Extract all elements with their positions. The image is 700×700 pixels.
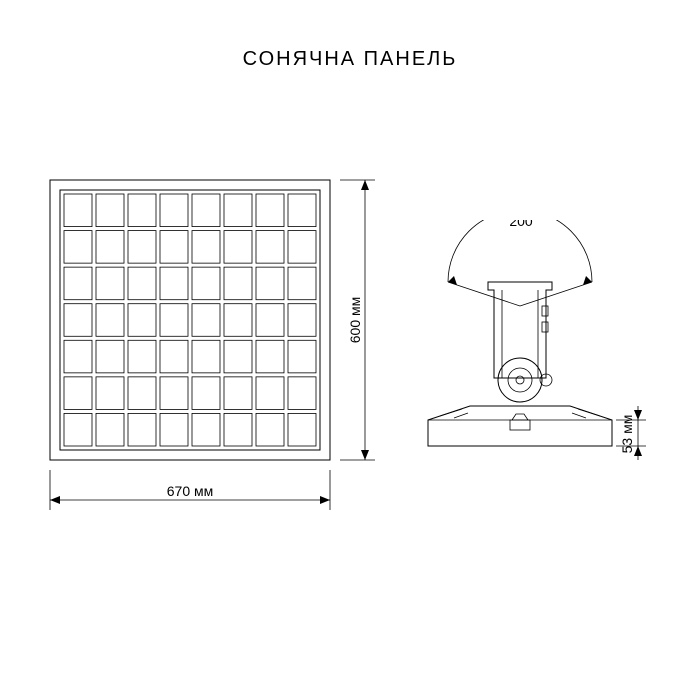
dimension-width: 670 мм — [50, 470, 330, 510]
solar-cell — [256, 377, 284, 410]
solar-cell — [128, 267, 156, 300]
solar-cell — [192, 231, 220, 264]
solar-cell — [224, 377, 252, 410]
solar-cell — [192, 377, 220, 410]
solar-cell — [224, 304, 252, 337]
dimension-height: 600 мм — [340, 180, 375, 460]
solar-cell — [160, 377, 188, 410]
solar-cell — [256, 231, 284, 264]
solar-cell — [256, 194, 284, 227]
solar-cell — [160, 304, 188, 337]
solar-cell — [64, 340, 92, 373]
dimension-height-label: 600 мм — [347, 297, 363, 344]
solar-cell — [288, 413, 316, 446]
solar-cell — [224, 194, 252, 227]
base-plate — [428, 406, 612, 446]
solar-cell — [288, 194, 316, 227]
solar-cell — [160, 413, 188, 446]
solar-cell — [192, 194, 220, 227]
dimension-width-label: 670 мм — [167, 483, 214, 499]
solar-cell — [96, 231, 124, 264]
solar-cell — [256, 340, 284, 373]
solar-cell — [256, 267, 284, 300]
bracket-body — [488, 282, 552, 402]
solar-cell — [64, 194, 92, 227]
solar-cell — [128, 194, 156, 227]
solar-cell — [96, 413, 124, 446]
solar-cell — [288, 377, 316, 410]
solar-cell — [64, 413, 92, 446]
solar-cell — [224, 413, 252, 446]
solar-cell — [288, 267, 316, 300]
dimension-base-label: 53 мм — [619, 415, 635, 454]
solar-cell — [192, 304, 220, 337]
solar-cell — [128, 340, 156, 373]
solar-cell — [96, 194, 124, 227]
solar-cell — [256, 304, 284, 337]
solar-cell — [288, 340, 316, 373]
solar-cell — [192, 267, 220, 300]
mount-side-view: 2000 — [410, 220, 670, 520]
solar-cell — [128, 377, 156, 410]
solar-cell — [224, 340, 252, 373]
solar-cell — [64, 304, 92, 337]
solar-cell — [224, 231, 252, 264]
diagram-container: 670 мм 600 мм 2000 — [40, 170, 660, 590]
solar-cell — [160, 231, 188, 264]
solar-cell — [96, 304, 124, 337]
angle-value: 2000 — [509, 220, 538, 229]
solar-cell — [96, 340, 124, 373]
solar-cell — [96, 267, 124, 300]
page-title: СОНЯЧНА ПАНЕЛЬ — [0, 48, 700, 71]
solar-cell — [128, 304, 156, 337]
solar-cell — [128, 231, 156, 264]
solar-cell — [128, 413, 156, 446]
solar-cell — [96, 377, 124, 410]
solar-cell — [288, 304, 316, 337]
solar-cell — [64, 377, 92, 410]
dimension-base-thickness: 53 мм — [616, 406, 646, 460]
solar-cell — [192, 413, 220, 446]
tilt-angle: 2000 — [448, 220, 592, 306]
solar-cell — [192, 340, 220, 373]
panel-front-view: 670 мм 600 мм — [40, 170, 380, 570]
solar-cell — [224, 267, 252, 300]
solar-cell — [160, 340, 188, 373]
solar-cell — [64, 231, 92, 264]
solar-cell — [64, 267, 92, 300]
solar-cell — [256, 413, 284, 446]
solar-cell — [160, 267, 188, 300]
solar-cell — [160, 194, 188, 227]
solar-cell — [288, 231, 316, 264]
